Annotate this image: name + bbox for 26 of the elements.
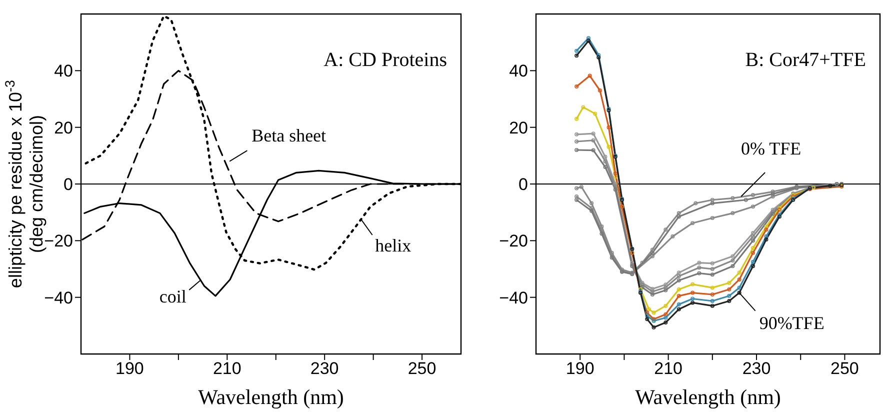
y-tick-label: 20 xyxy=(509,118,528,138)
y-tick-label: −20 xyxy=(499,232,528,251)
y-tick-label: 0 xyxy=(64,175,73,194)
x-tick-label: 230 xyxy=(310,359,339,378)
x-tick-label: 190 xyxy=(566,359,594,378)
y-tick-label: 20 xyxy=(54,118,73,138)
x-tick-label: 250 xyxy=(830,359,859,378)
x-axis-title: Wavelength (nm) xyxy=(198,385,344,409)
y-tick-label: 40 xyxy=(509,62,528,81)
y-tick-label: 40 xyxy=(54,62,73,81)
text: B: Cor47+TFE xyxy=(745,49,866,71)
x-tick-label: 230 xyxy=(742,359,771,378)
annotation: 0% TFE xyxy=(740,138,802,158)
y-tick-label: 0 xyxy=(518,175,528,194)
x-axis-title: Wavelength (nm) xyxy=(635,385,781,409)
x-tick-label: 210 xyxy=(212,359,242,378)
annotation: coil xyxy=(159,286,186,306)
x-tick-label: 210 xyxy=(654,359,682,378)
x-tick-label: 250 xyxy=(408,359,436,378)
annotation: Beta sheet xyxy=(252,125,326,146)
y-tick-label: −40 xyxy=(499,288,528,308)
text: A: CD Proteins xyxy=(324,49,448,71)
annotation: helix xyxy=(375,235,412,256)
annotation: 90%TFE xyxy=(759,312,824,333)
x-tick-label: 190 xyxy=(116,359,144,378)
y-tick-label: −40 xyxy=(44,288,73,308)
